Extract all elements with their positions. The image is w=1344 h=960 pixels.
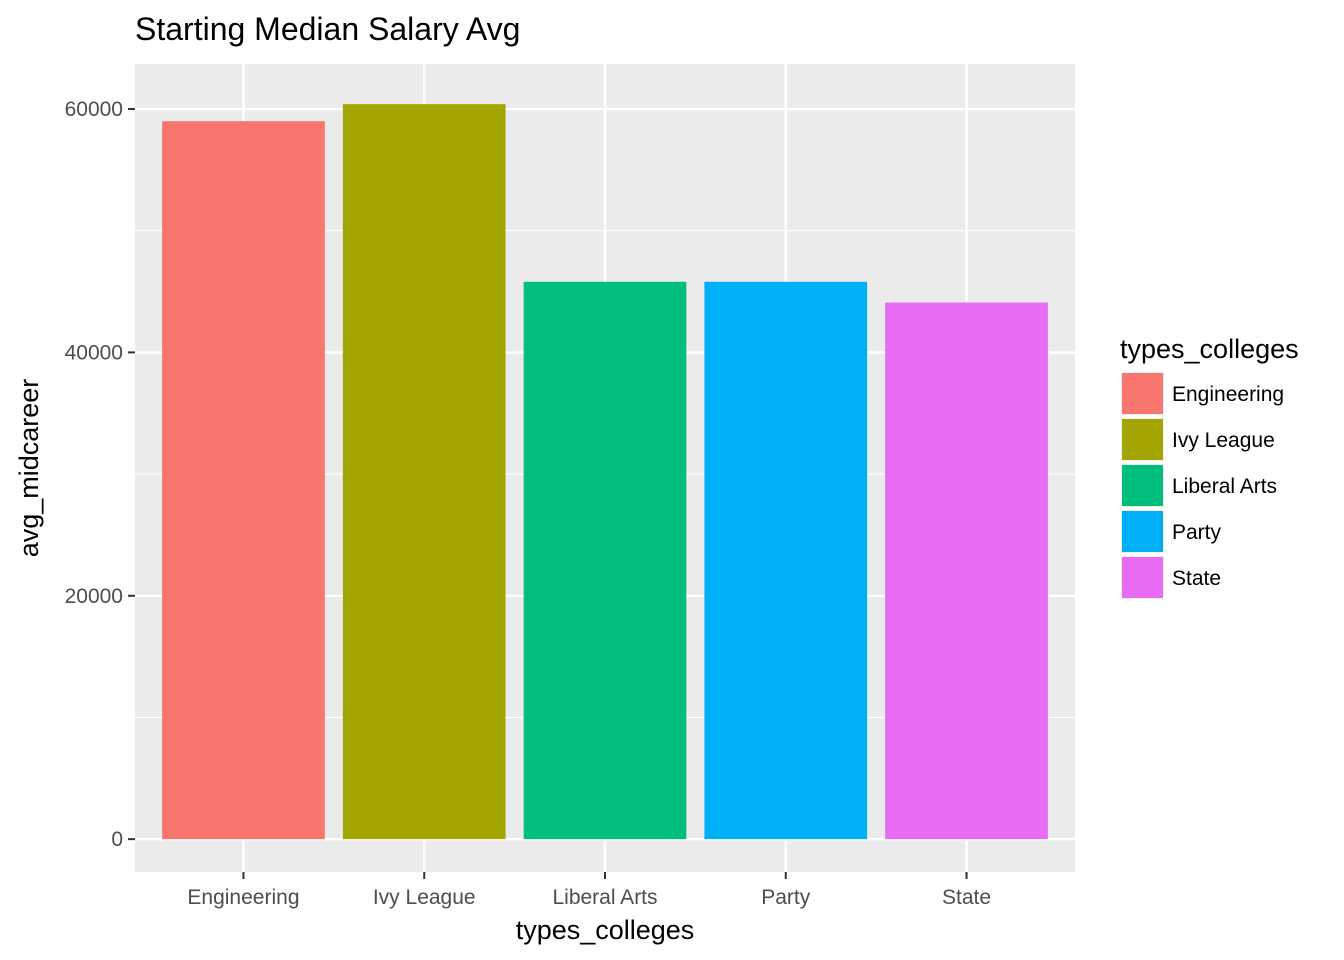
y-axis-title: avg_midcareer — [14, 379, 44, 558]
x-tick-label: Party — [761, 886, 811, 909]
legend-label: Ivy League — [1172, 429, 1275, 452]
y-tick-label: 40000 — [65, 341, 123, 364]
bar-engineering — [162, 121, 325, 840]
y-tick-label: 0 — [111, 828, 123, 851]
y-axis: 0 20000 40000 60000 — [65, 98, 135, 851]
chart-title: Starting Median Salary Avg — [135, 11, 520, 47]
x-axis: Engineering Ivy League Liberal Arts Party St… — [187, 872, 991, 909]
legend-swatch — [1122, 373, 1163, 414]
legend-swatch — [1122, 557, 1163, 598]
x-tick-label: Ivy League — [373, 886, 476, 909]
x-tick-label: Liberal Arts — [552, 886, 657, 909]
bar-ivy-league — [342, 104, 506, 840]
y-tick-label: 20000 — [65, 585, 123, 608]
legend-label: Engineering — [1172, 383, 1284, 406]
legend-label: Party — [1172, 521, 1222, 544]
bar-liberal-arts — [523, 281, 687, 840]
legend-label: State — [1172, 567, 1221, 590]
legend-swatch — [1122, 419, 1163, 460]
legend-title: types_colleges — [1120, 334, 1299, 364]
x-tick-label: Engineering — [187, 886, 299, 909]
bar-state — [885, 302, 1048, 840]
y-tick-label: 60000 — [65, 98, 123, 121]
x-axis-title: types_colleges — [516, 915, 695, 945]
bar-party — [704, 281, 868, 840]
legend-swatch — [1122, 511, 1163, 552]
legend-label: Liberal Arts — [1172, 475, 1277, 498]
legend-swatch — [1122, 465, 1163, 506]
bars — [162, 104, 1048, 840]
x-tick-label: State — [942, 886, 991, 909]
legend: types_colleges Engineering Ivy League Libe… — [1120, 334, 1299, 599]
